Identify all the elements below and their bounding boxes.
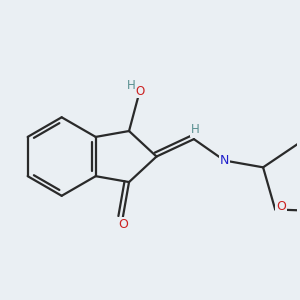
- Text: H: H: [191, 124, 200, 136]
- Text: H: H: [127, 79, 135, 92]
- Text: O: O: [276, 200, 286, 213]
- Text: O: O: [135, 85, 144, 98]
- Text: N: N: [220, 154, 229, 167]
- Text: O: O: [118, 218, 128, 231]
